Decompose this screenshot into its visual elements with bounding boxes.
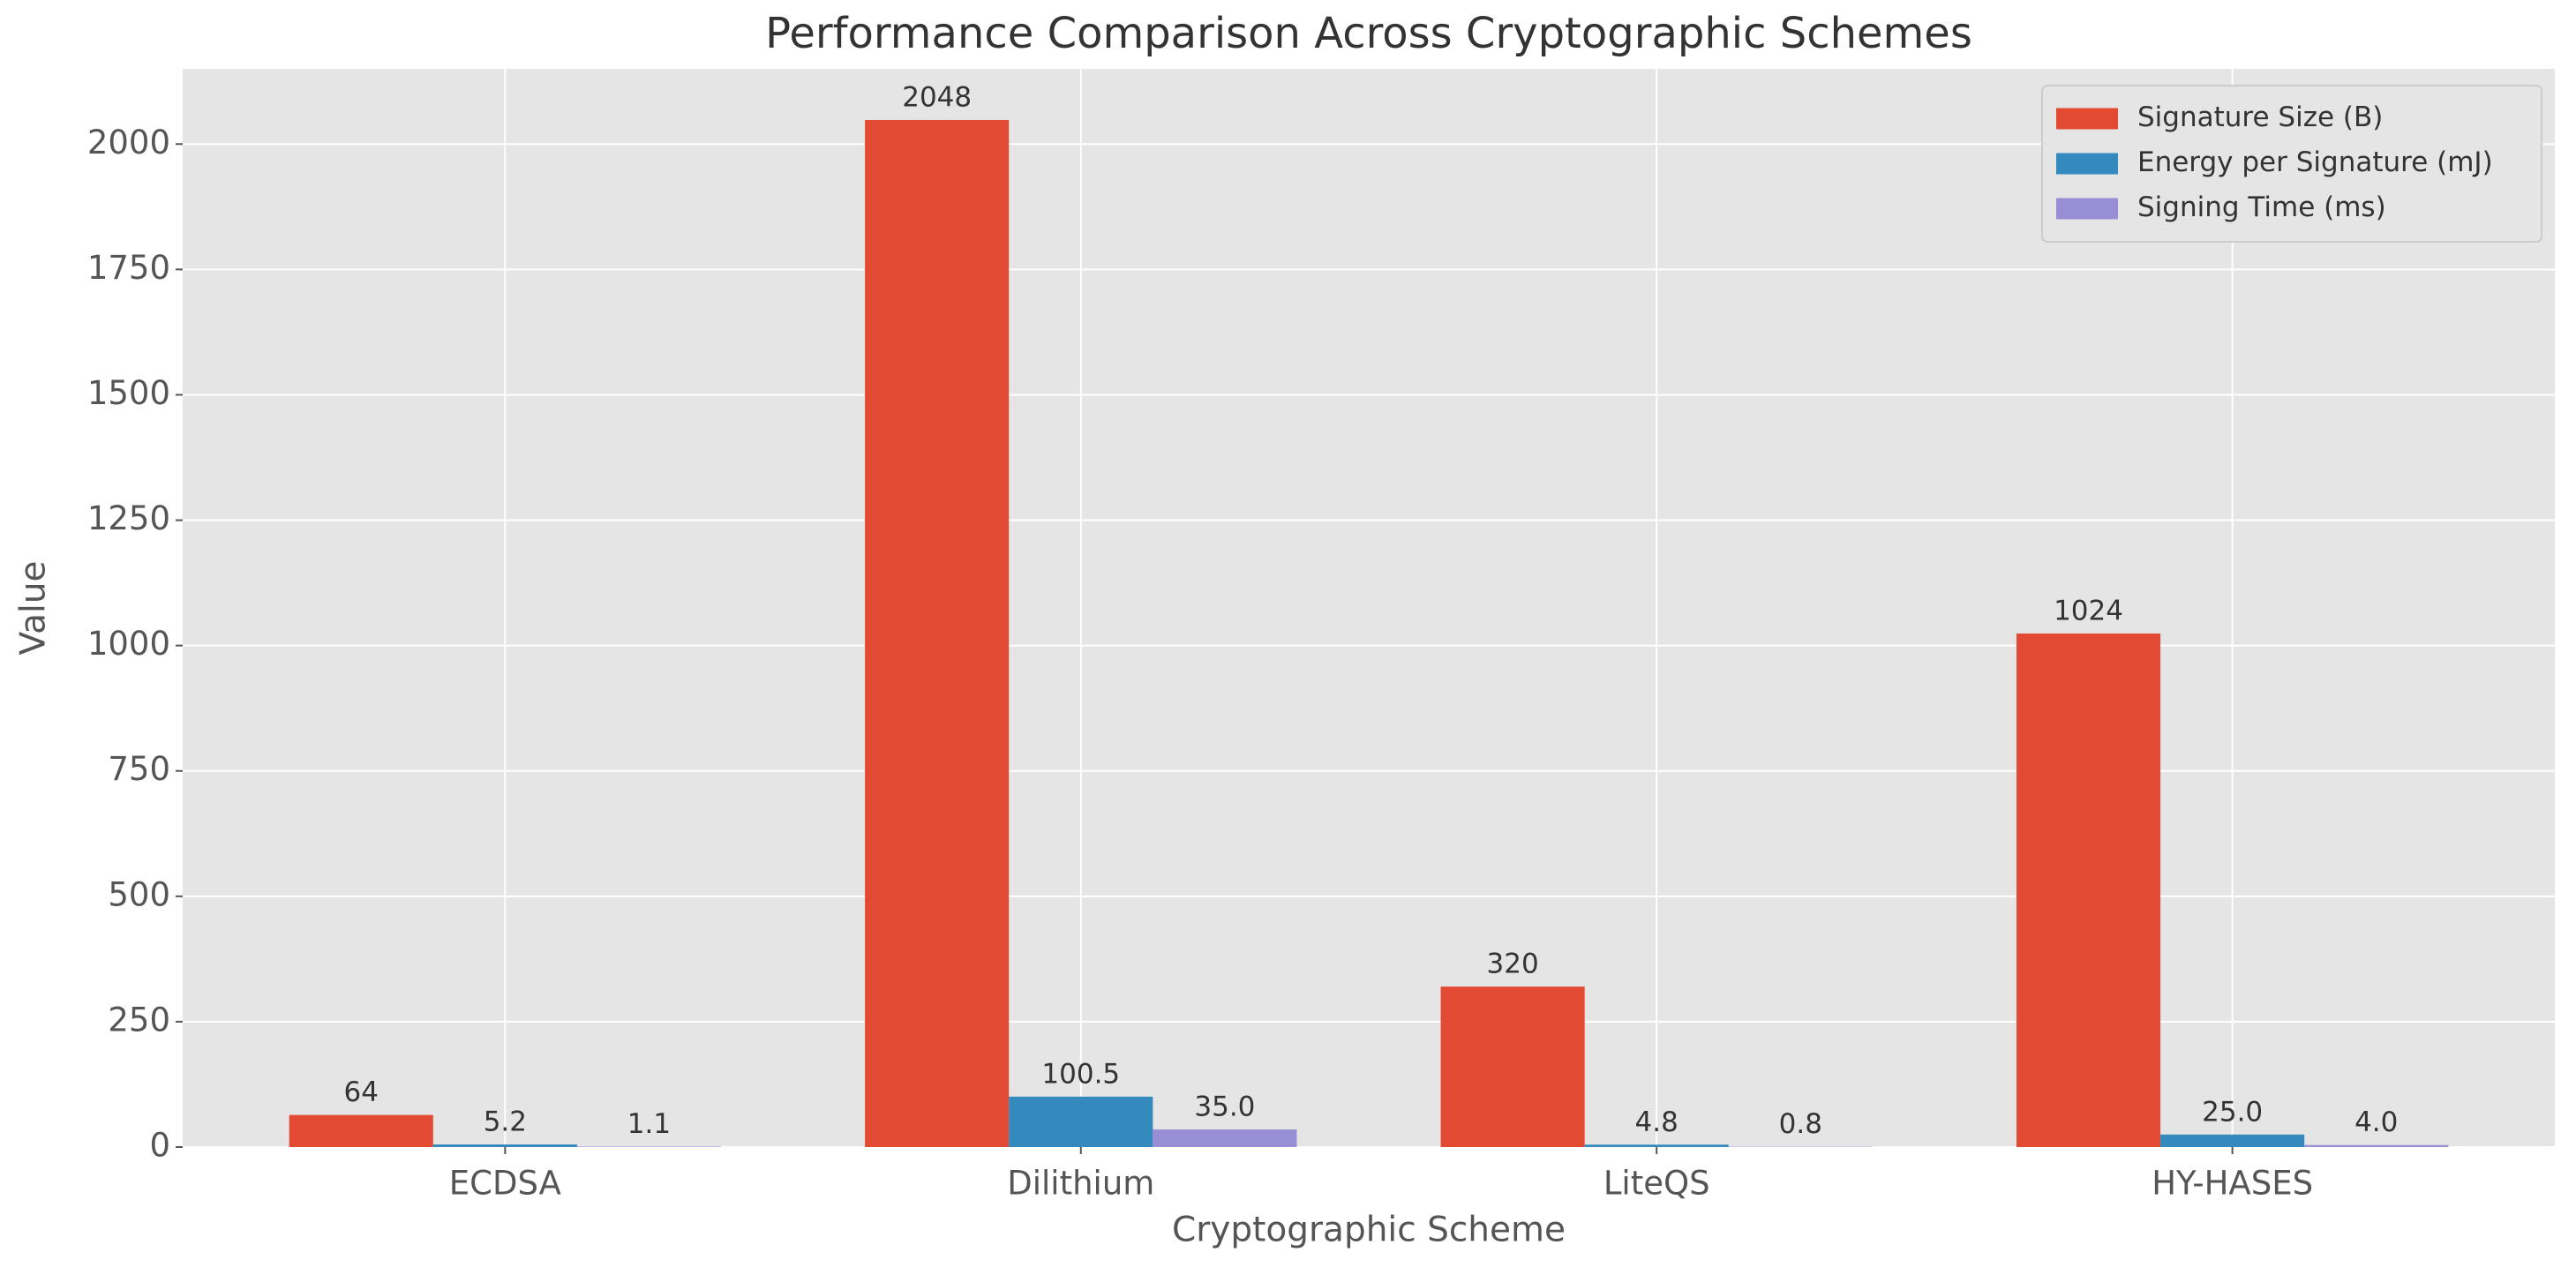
y-tick-label: 1250 bbox=[87, 499, 170, 537]
bar bbox=[576, 1146, 722, 1147]
value-label: 4.8 bbox=[1635, 1106, 1679, 1138]
y-tick-label: 1500 bbox=[87, 374, 170, 412]
bar bbox=[432, 1144, 577, 1147]
chart-title: Performance Comparison Across Cryptograp… bbox=[765, 9, 1972, 58]
y-axis-label: Value bbox=[14, 560, 54, 655]
y-tick-label: 1750 bbox=[87, 249, 170, 287]
x-tick-label: HY-HASES bbox=[2152, 1165, 2313, 1203]
x-tick-label: LiteQS bbox=[1603, 1165, 1710, 1203]
value-label: 4.0 bbox=[2354, 1106, 2398, 1138]
bar bbox=[1153, 1129, 1297, 1147]
value-label: 25.0 bbox=[2202, 1096, 2263, 1128]
value-label: 64 bbox=[344, 1076, 379, 1108]
value-label: 2048 bbox=[902, 81, 972, 113]
x-axis-label: Cryptographic Scheme bbox=[1172, 1211, 1566, 1250]
legend-swatch bbox=[2056, 153, 2118, 175]
value-label: 1.1 bbox=[627, 1108, 671, 1140]
legend: Signature Size (B) Energy per Signature (… bbox=[2041, 85, 2542, 243]
x-tick-label: Dilithium bbox=[1007, 1165, 1154, 1203]
bar bbox=[1440, 986, 1585, 1147]
legend-label: Signature Size (B) bbox=[2137, 101, 2383, 133]
y-tick-label: 2000 bbox=[87, 124, 170, 161]
y-tick-label: 500 bbox=[108, 875, 170, 913]
bar bbox=[2160, 1134, 2305, 1147]
value-label: 5.2 bbox=[484, 1106, 527, 1138]
value-label: 0.8 bbox=[1779, 1108, 1822, 1140]
bar bbox=[865, 119, 1010, 1147]
y-tick-label: 1000 bbox=[87, 625, 170, 663]
value-label: 320 bbox=[1487, 949, 1539, 980]
value-label: 35.0 bbox=[1194, 1091, 1255, 1123]
legend-label: Signing Time (ms) bbox=[2137, 191, 2386, 223]
value-label: 1024 bbox=[2054, 595, 2123, 626]
value-label: 100.5 bbox=[1041, 1058, 1120, 1090]
x-tick-label: ECDSA bbox=[449, 1165, 561, 1203]
y-tick-label: 750 bbox=[108, 750, 170, 788]
legend-box bbox=[2041, 85, 2542, 243]
legend-swatch bbox=[2056, 108, 2118, 130]
bar bbox=[2016, 633, 2161, 1147]
bar bbox=[1009, 1096, 1153, 1147]
legend-swatch bbox=[2056, 198, 2118, 220]
bar bbox=[1584, 1144, 1729, 1147]
bars: 64 2048 320 1024 5.2 100.5 4.8 25.0 1.1 35.0 0.8 4.… bbox=[289, 81, 2449, 1147]
bar bbox=[2304, 1144, 2449, 1147]
y-tick-label: 250 bbox=[108, 1001, 170, 1039]
bar bbox=[289, 1114, 433, 1147]
y-tick-label: 0 bbox=[149, 1127, 170, 1165]
legend-label: Energy per Signature (mJ) bbox=[2137, 146, 2493, 178]
